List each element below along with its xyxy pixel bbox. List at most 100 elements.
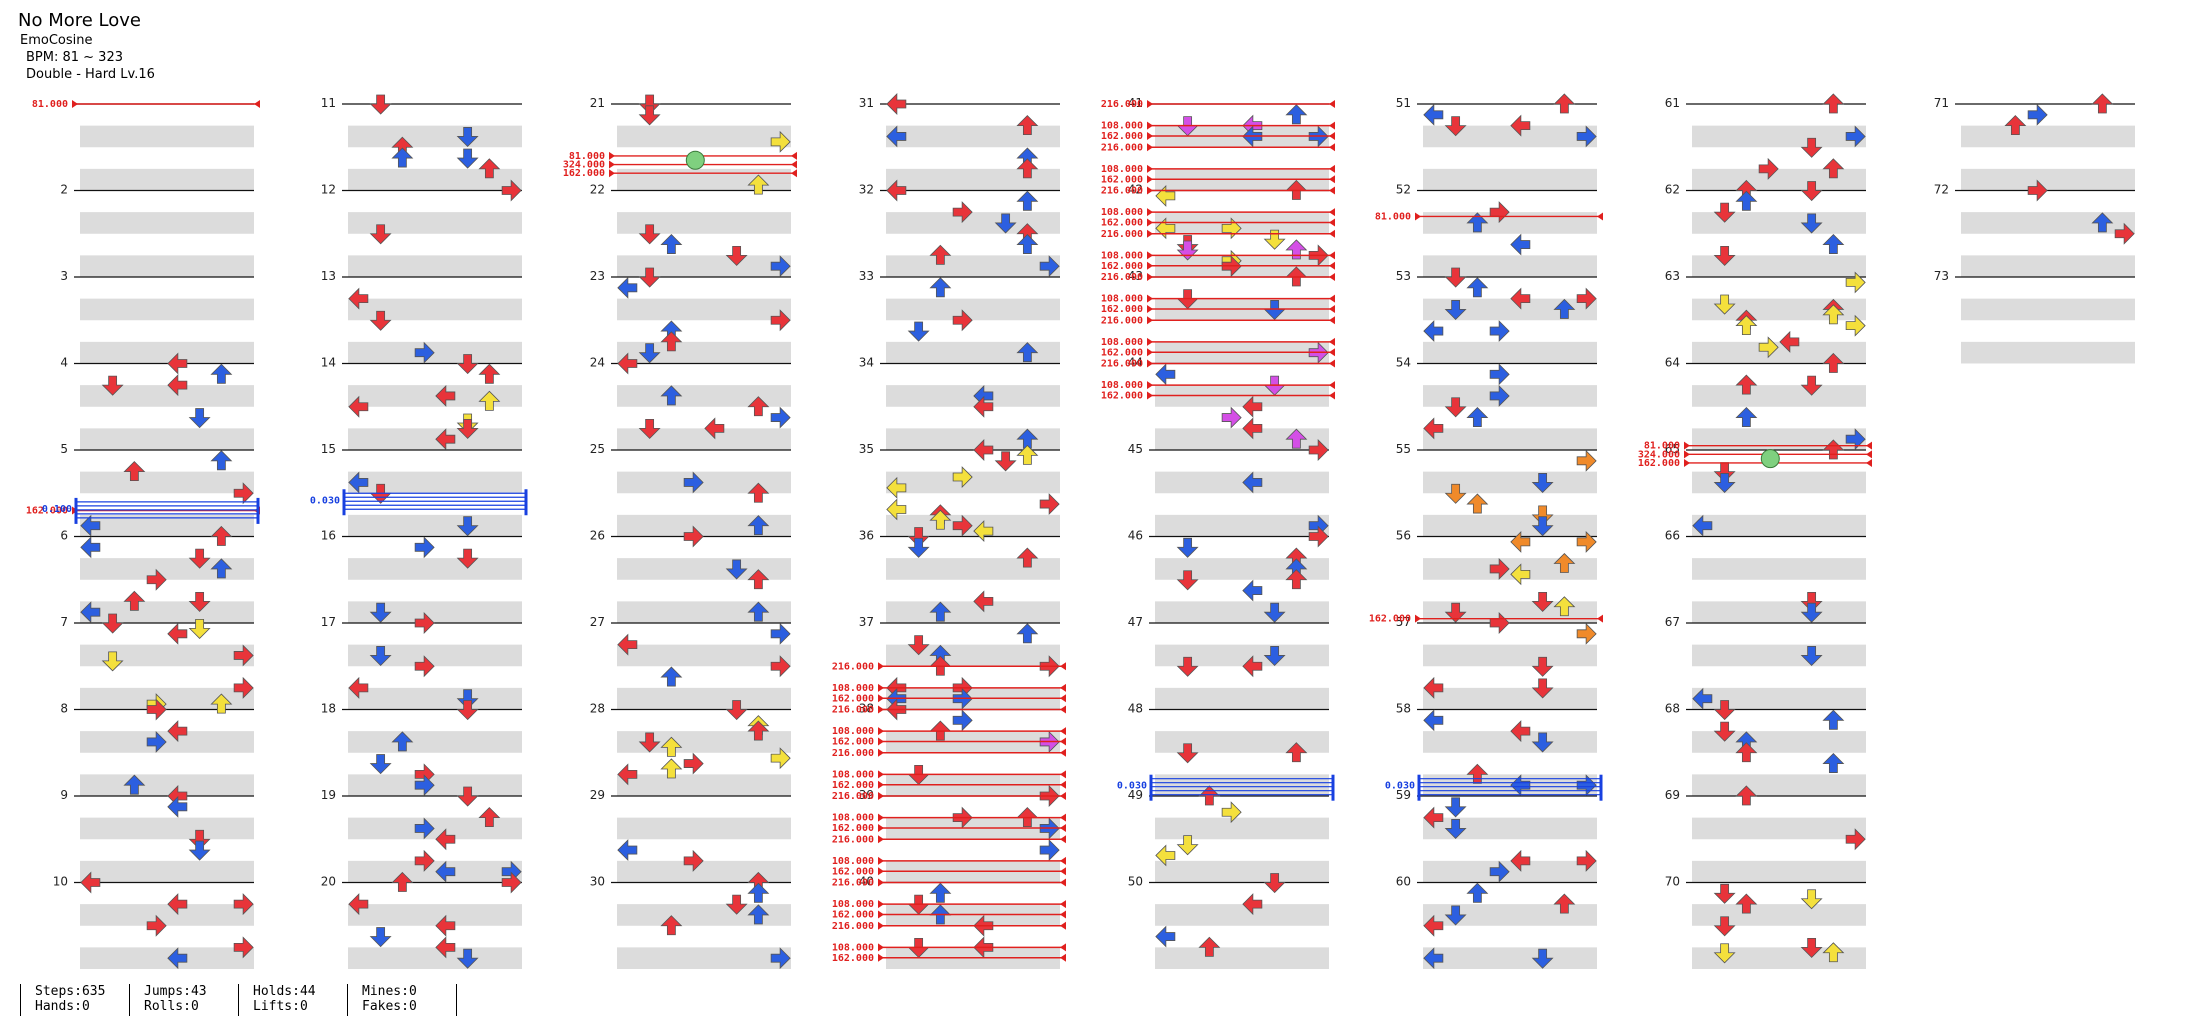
beat-band (80, 731, 254, 753)
beat-band (1692, 255, 1866, 277)
note-arrow (435, 860, 456, 883)
note-arrow (188, 548, 211, 569)
note-arrow (167, 622, 188, 645)
measure-number: 24 (590, 356, 605, 370)
note-arrow (101, 613, 124, 634)
measure-number: 65 (1665, 442, 1680, 456)
note-arrow (617, 763, 638, 786)
stop-label: 0.030 (1385, 781, 1415, 792)
note-arrow (1242, 655, 1263, 678)
note-arrow (1553, 298, 1576, 319)
measure-number: 13 (321, 269, 336, 283)
measure-number: 6 (60, 529, 68, 543)
bpm-change: 108.000 (1101, 121, 1335, 132)
note-arrow (1800, 375, 1823, 396)
bpm-change: 216.000 (1101, 272, 1335, 283)
beat-band (1692, 687, 1866, 710)
note-arrow (1285, 569, 1308, 590)
note-arrow (1531, 678, 1554, 699)
beat-band (1692, 514, 1866, 537)
note-arrow (929, 882, 952, 903)
measure-34: 34 (859, 356, 1060, 450)
note-arrow (391, 731, 414, 752)
beat-band (1423, 298, 1597, 321)
note-arrow (1242, 471, 1263, 494)
chart-header: No More Love EmoCosine BPM: 81 ~ 323 Dou… (18, 10, 155, 83)
note-arrow (1713, 294, 1736, 315)
bpm-label: 324.000 (1638, 449, 1680, 460)
measure-number: 51 (1396, 96, 1411, 110)
note-arrow (1713, 473, 1736, 494)
mine-icon (1760, 449, 1780, 469)
note-arrow (1576, 449, 1597, 472)
note-arrow (1735, 785, 1758, 806)
measure-number: 25 (590, 442, 605, 456)
beat-band (1423, 947, 1597, 969)
measure-number: 8 (60, 702, 68, 716)
note-arrow (414, 817, 435, 840)
note-arrow (188, 591, 211, 612)
note-arrow (123, 774, 146, 795)
note-arrow (456, 418, 479, 439)
note-arrow (1444, 602, 1467, 623)
note-arrow (683, 752, 704, 775)
measure-10: 10 (53, 875, 254, 969)
note-arrow (1263, 602, 1286, 623)
note-arrow (1285, 239, 1308, 260)
measure-31: 31 (859, 96, 1060, 191)
measure-71: 71 (1934, 96, 2135, 191)
note-arrow (1444, 797, 1467, 818)
measure-number: 59 (1396, 788, 1411, 802)
note-arrow (1039, 255, 1060, 278)
bpm-change: 162.000 (1101, 391, 1335, 402)
beat-band (886, 644, 1060, 667)
note-arrow (80, 871, 101, 894)
note-arrow (435, 828, 456, 851)
note-arrow (952, 466, 973, 488)
note-arrow (1176, 743, 1199, 764)
note-arrow (638, 732, 661, 753)
note-arrow (1576, 287, 1597, 310)
beat-band (617, 687, 791, 710)
note-arrow (1176, 240, 1199, 261)
beat-band (1692, 168, 1866, 191)
note-arrow (1198, 785, 1221, 806)
bpm-label: 162.000 (832, 953, 874, 964)
note-arrow (233, 936, 254, 959)
measure-number: 63 (1665, 269, 1680, 283)
note-arrow (1489, 860, 1510, 883)
measure-11: 11 (321, 96, 522, 191)
beat-band (348, 298, 522, 321)
note-arrow (1510, 233, 1531, 256)
measure-16: 16 (321, 529, 522, 623)
beat-band (1692, 774, 1866, 796)
note-arrow (1713, 883, 1736, 904)
beat-band (1961, 212, 2135, 234)
beat-band (1423, 514, 1597, 537)
bpm-label: 108.000 (1101, 337, 1143, 348)
bpm-label: 108.000 (1101, 207, 1143, 218)
note-arrow (369, 927, 392, 948)
note-arrow (1444, 397, 1467, 418)
beat-band (1692, 125, 1866, 148)
note-arrow (1713, 721, 1736, 742)
measure-number: 64 (1665, 356, 1680, 370)
stats-col-mines: Mines:0 Fakes:0 (347, 984, 457, 1016)
stats-col-holds: Holds:44 Lifts:0 (238, 984, 347, 1016)
beat-band (1155, 471, 1329, 494)
note-arrow (1489, 557, 1510, 580)
bpm-change: 162.000 (832, 866, 1066, 877)
note-arrow (1531, 656, 1554, 677)
note-arrow (683, 525, 704, 548)
note-arrow (1155, 217, 1176, 240)
beat-band (617, 385, 791, 407)
beat-band (80, 904, 254, 926)
stops: 0.100 0.030 0.030 0.030 (42, 489, 1603, 801)
measure-number: 61 (1665, 96, 1680, 110)
measure-number: 73 (1934, 269, 1949, 283)
bpm-label: 216.000 (832, 661, 874, 672)
measure-68: 68 (1665, 702, 1866, 796)
song-title: No More Love (18, 10, 141, 31)
note-arrow (456, 948, 479, 969)
note-arrow (501, 179, 522, 202)
